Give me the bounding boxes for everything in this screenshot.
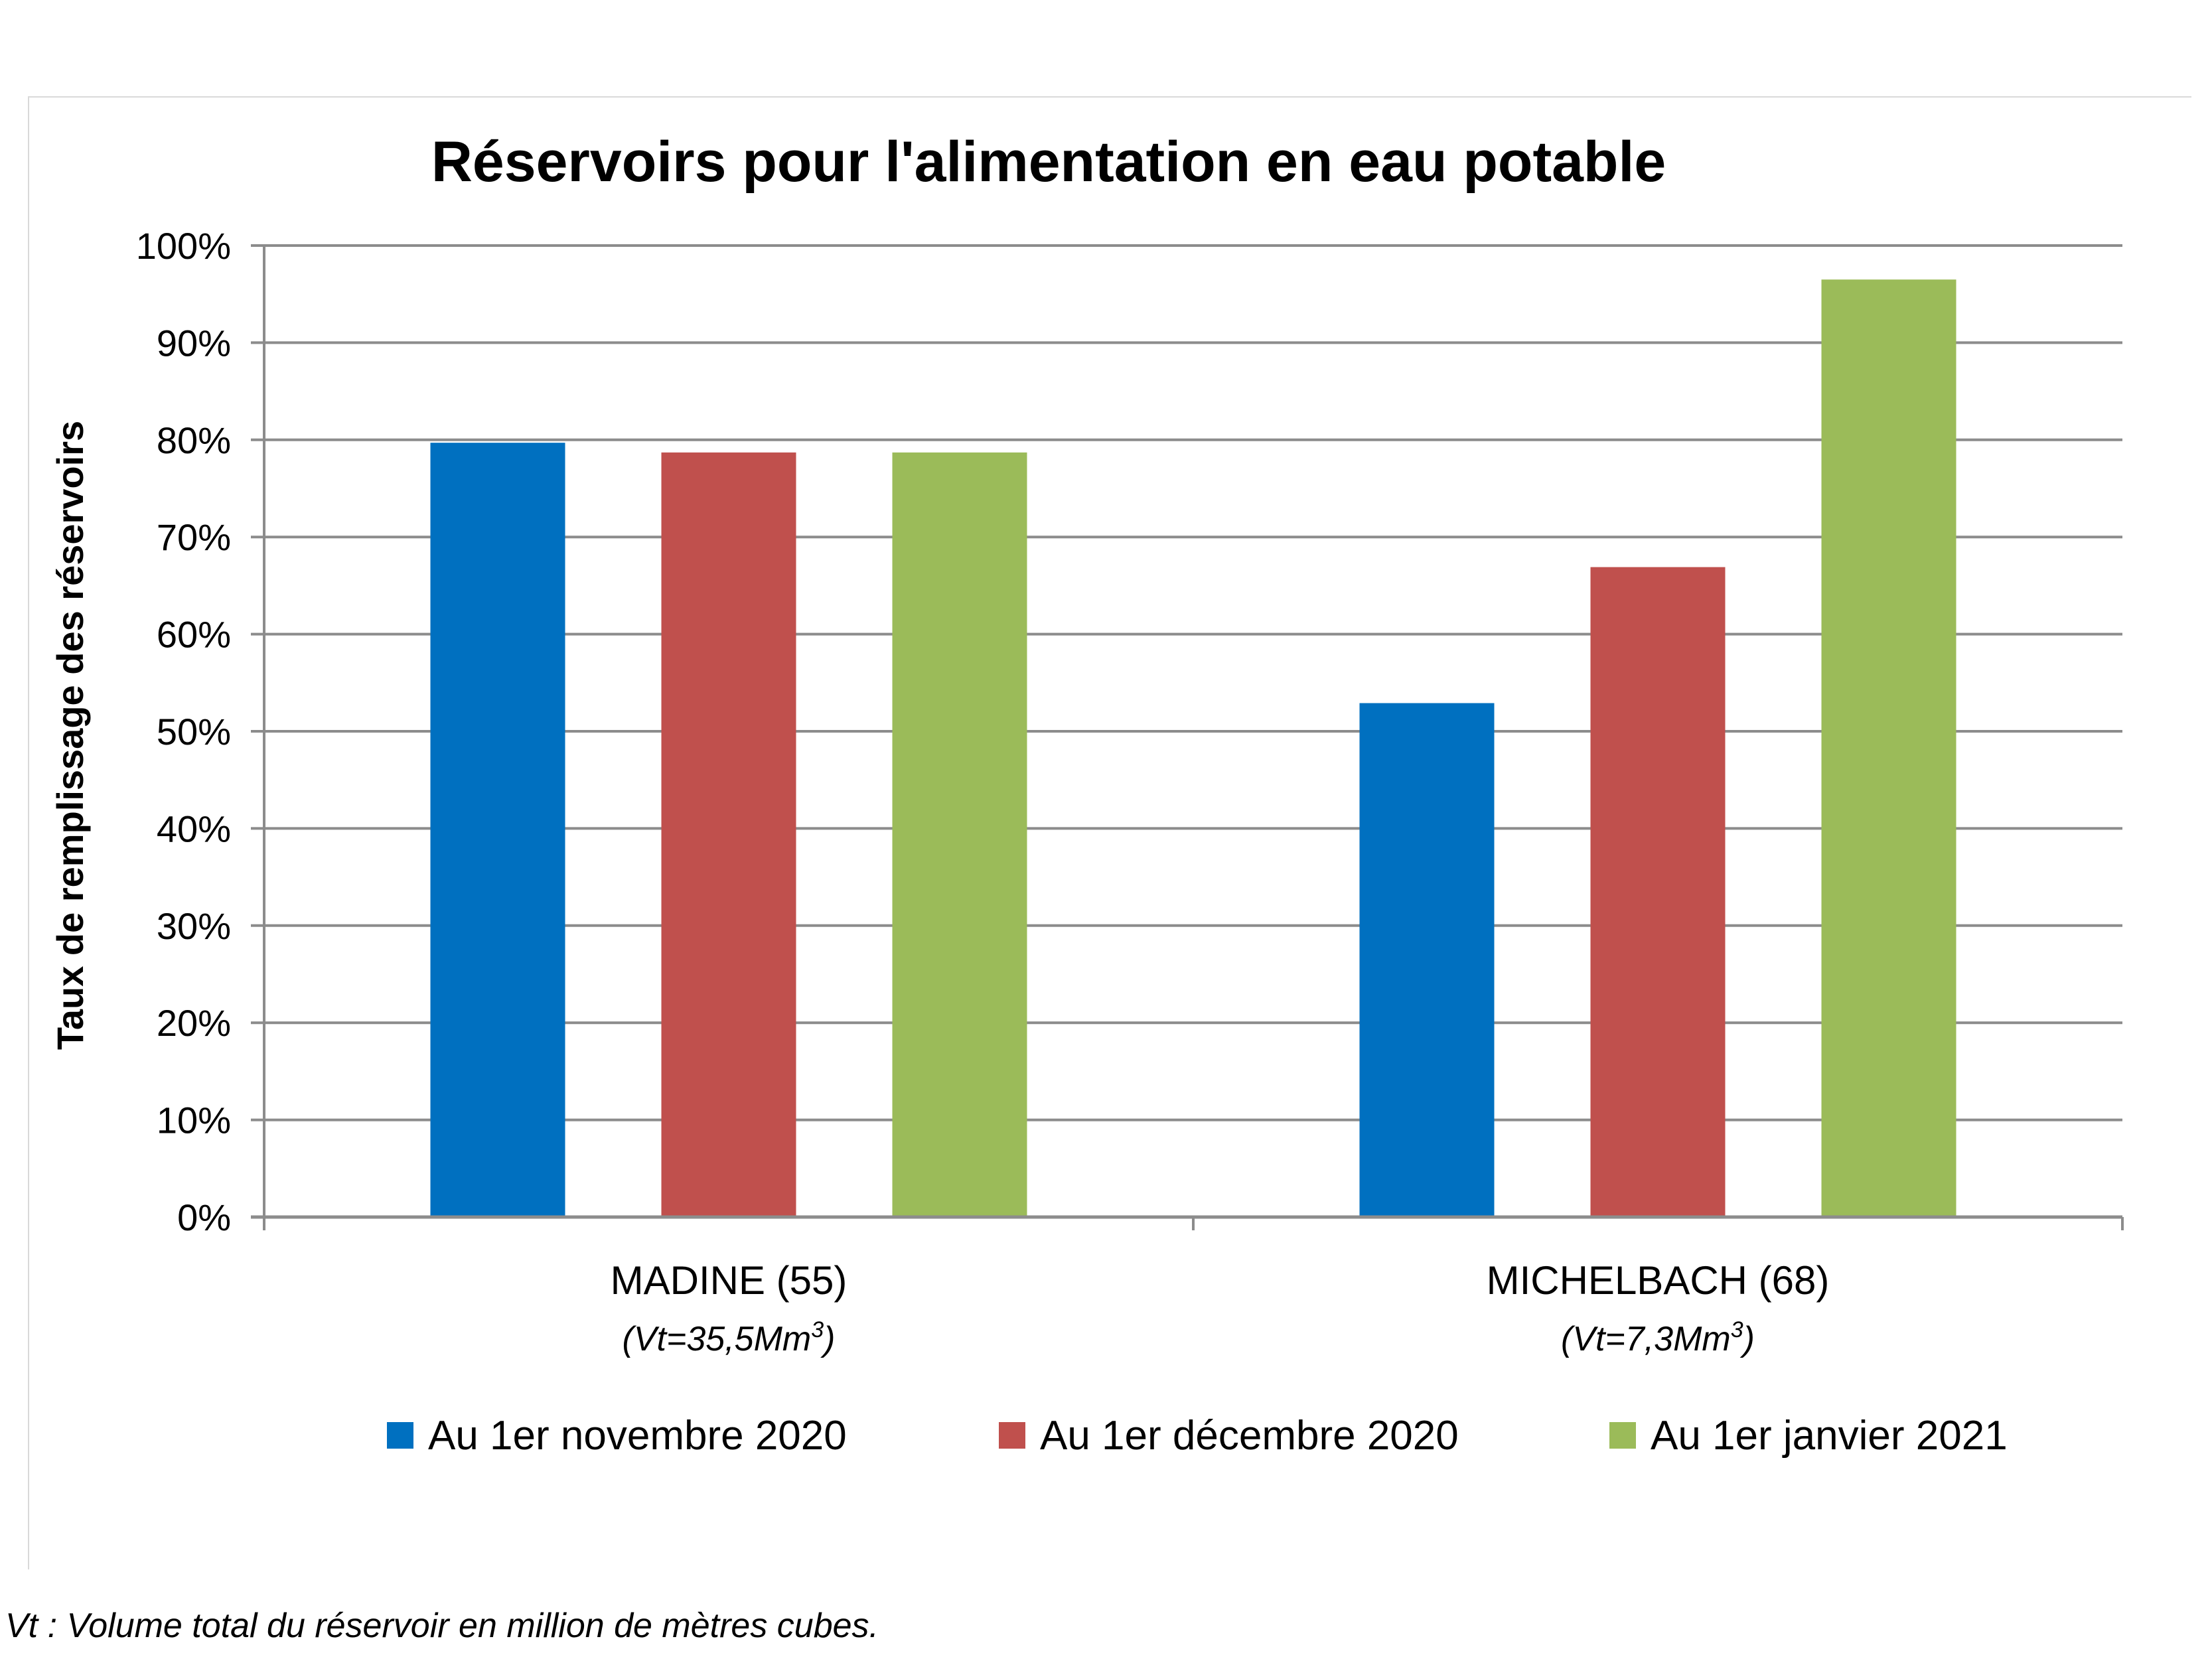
chart-title: Réservoirs pour l'alimentation en eau po… bbox=[431, 130, 1666, 194]
legend-label: Au 1er décembre 2020 bbox=[1040, 1413, 1459, 1459]
y-tick-labels: 0% 10% 20% 30% 40% 50% 60% 70% 80% 90% 100% bbox=[136, 225, 231, 1238]
y-tick-label: 80% bbox=[157, 419, 231, 461]
category-label: MADINE (55) bbox=[611, 1258, 848, 1303]
y-tick-label: 50% bbox=[157, 711, 231, 753]
chart-frame bbox=[28, 96, 2191, 1569]
bar bbox=[1590, 567, 1726, 1217]
y-tick-label: 60% bbox=[157, 614, 231, 656]
legend-swatch bbox=[1609, 1422, 1636, 1449]
legend-swatch bbox=[387, 1422, 413, 1449]
y-axis-label: Taux de remplissage des réservoirs bbox=[49, 421, 91, 1050]
legend-label: Au 1er novembre 2020 bbox=[428, 1413, 847, 1459]
chart: Réservoirs pour l'alimentation en eau po… bbox=[49, 130, 2124, 1459]
y-tick-label: 10% bbox=[157, 1100, 231, 1141]
category-sublabel: (Vt=7,3Mm3) bbox=[1561, 1317, 1755, 1358]
legend-swatch bbox=[999, 1422, 1025, 1449]
y-tick-label: 20% bbox=[157, 1002, 231, 1044]
category-label: MICHELBACH (68) bbox=[1487, 1258, 1830, 1303]
axes bbox=[251, 244, 2124, 1230]
bars bbox=[430, 279, 1956, 1217]
legend-label: Au 1er janvier 2021 bbox=[1651, 1413, 2008, 1459]
bar bbox=[892, 452, 1027, 1217]
y-tick-label: 90% bbox=[157, 322, 231, 364]
footnote: Vt : Volume total du réservoir en millio… bbox=[5, 1607, 879, 1645]
category-sublabel: (Vt=35,5Mm3) bbox=[623, 1317, 836, 1358]
bar bbox=[1821, 279, 1956, 1217]
category-labels: MADINE (55) (Vt=35,5Mm3) MICHELBACH (68) (V… bbox=[611, 1258, 1830, 1358]
bar bbox=[661, 452, 796, 1217]
y-tick-label: 30% bbox=[157, 905, 231, 947]
bar bbox=[430, 443, 565, 1217]
y-tick-label: 70% bbox=[157, 516, 231, 558]
bar bbox=[1359, 703, 1495, 1217]
y-tick-label: 100% bbox=[136, 225, 231, 267]
y-tick-label: 40% bbox=[157, 808, 231, 849]
legend: Au 1er novembre 2020 Au 1er décembre 2020… bbox=[387, 1413, 2008, 1459]
gridlines bbox=[264, 244, 2122, 1121]
y-tick-label: 0% bbox=[177, 1196, 231, 1238]
